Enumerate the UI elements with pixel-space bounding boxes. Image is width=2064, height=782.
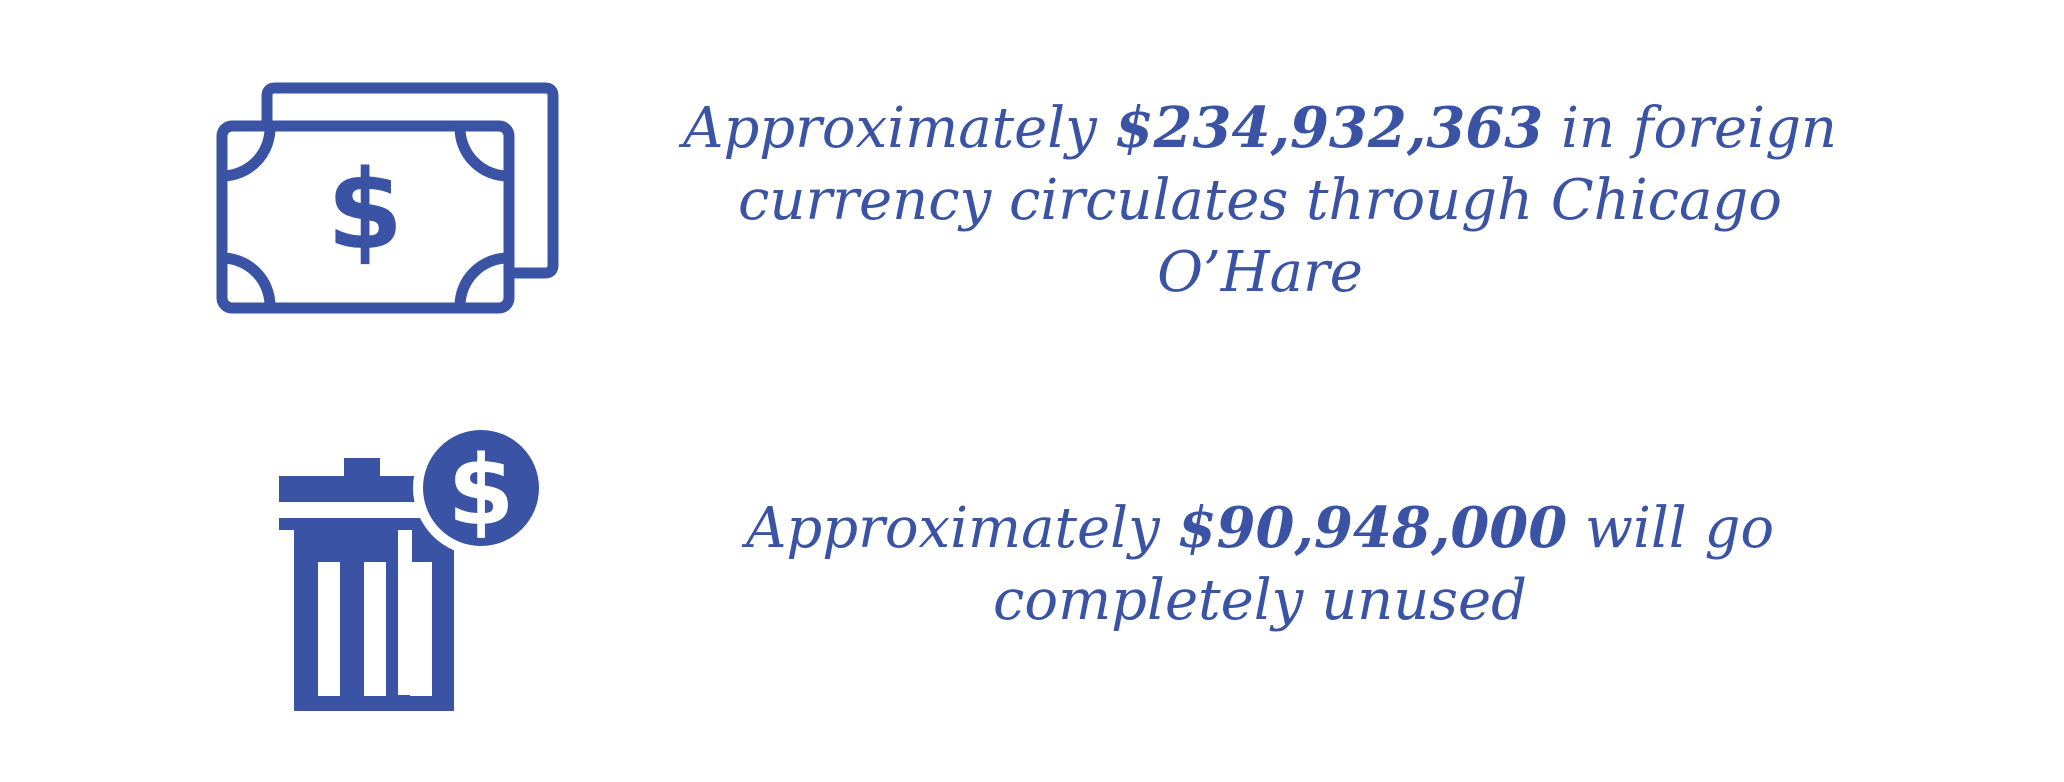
- stat-line-3: O’Hare: [1157, 240, 1363, 305]
- stat-line-2: completely unused: [993, 568, 1527, 633]
- stat-unused-currency: $ Approximately $90,948,000 will go comp…: [0, 400, 2064, 730]
- svg-text:$: $: [448, 435, 515, 547]
- stat-text: Approximately $234,932,363 in foreign cu…: [640, 92, 1880, 309]
- stat-foreign-currency: $ Approximately $234,932,363 in foreign …: [0, 60, 2064, 340]
- stat-line-2: currency circulates through Chicago: [738, 168, 1782, 233]
- stat-amount: $234,932,363: [1114, 95, 1544, 161]
- svg-text:$: $: [327, 146, 404, 274]
- stat-prefix: Approximately: [683, 96, 1115, 161]
- stat-prefix: Approximately: [745, 496, 1178, 561]
- stat-suffix: in foreign: [1543, 96, 1837, 161]
- trash-can-dollar-icon: $: [272, 412, 544, 712]
- stat-text: Approximately $90,948,000 will go comple…: [640, 492, 1880, 637]
- stat-amount: $90,948,000: [1177, 495, 1568, 561]
- stat-suffix: will go: [1567, 496, 1775, 561]
- banknotes-dollar-icon: $: [212, 78, 562, 318]
